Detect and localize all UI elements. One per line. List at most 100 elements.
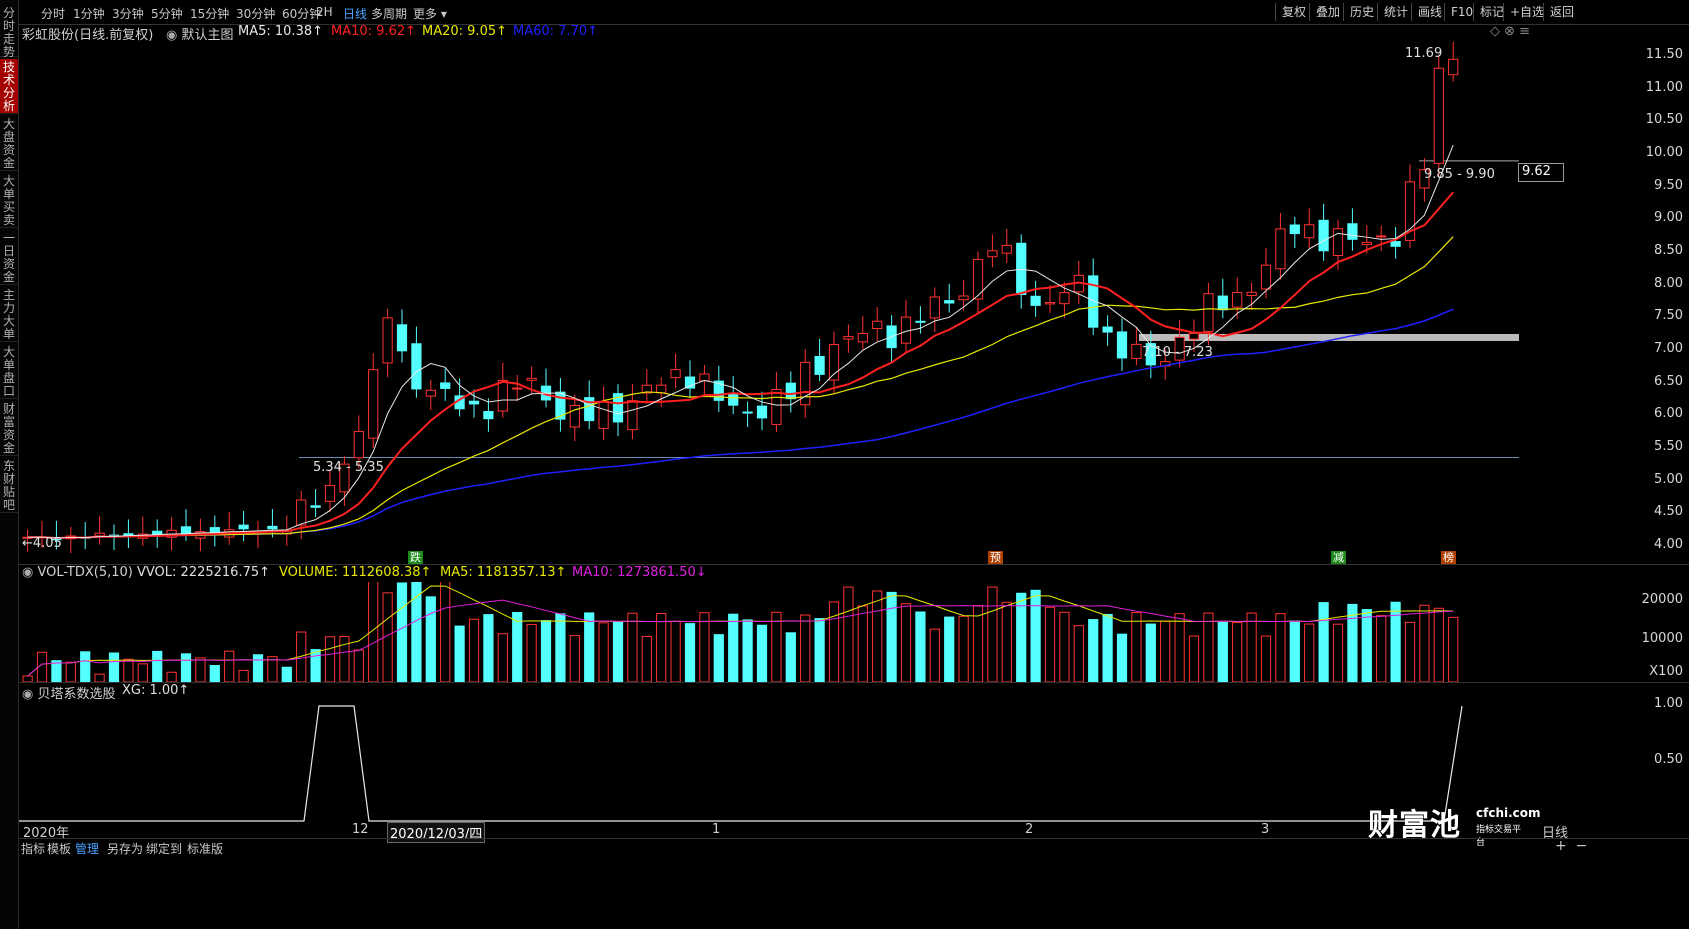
- toolbar-button[interactable]: 返回: [1543, 3, 1580, 21]
- volume-bar: [742, 619, 753, 682]
- price-axis-label: 10.50: [1645, 112, 1683, 128]
- candle: [742, 411, 753, 414]
- candle: [958, 295, 969, 301]
- price-tag: 9.62: [1518, 163, 1564, 182]
- candle: [1131, 343, 1142, 359]
- ma20-label: MA20: 9.05↑: [422, 24, 508, 39]
- volume-bar: [80, 651, 91, 682]
- side-tab[interactable]: 主力大单: [0, 287, 18, 342]
- toolbar-button[interactable]: 统计: [1377, 3, 1414, 21]
- signal-marker[interactable]: 榜: [1441, 551, 1456, 564]
- date-label: 3: [1261, 822, 1270, 837]
- side-tab[interactable]: 大盘资金: [0, 116, 18, 171]
- side-tab[interactable]: 东财贴吧: [0, 458, 18, 513]
- toolbar-button[interactable]: +自选: [1503, 3, 1550, 21]
- xg-signal-line: [19, 705, 1463, 822]
- date-label: 2: [1025, 822, 1034, 837]
- period-tab[interactable]: 5分钟: [151, 7, 183, 21]
- candle: [756, 405, 768, 419]
- volume-bar: [627, 612, 638, 682]
- volume-bar: [814, 618, 825, 682]
- period-tab[interactable]: 分时: [41, 7, 66, 21]
- volume-bar: [1289, 620, 1300, 682]
- toolbar-button[interactable]: 叠加: [1309, 3, 1346, 21]
- zoom-controls[interactable]: + −: [1555, 838, 1588, 854]
- volume-chart[interactable]: [19, 582, 1519, 682]
- side-tab[interactable]: 一日资金: [0, 230, 18, 285]
- volume-bar: [411, 582, 422, 682]
- period-tab[interactable]: 3分钟: [112, 7, 144, 21]
- watermark-site: cfchi.com: [1476, 806, 1541, 820]
- candle: [1448, 58, 1459, 76]
- period-tab[interactable]: 2H: [316, 5, 333, 19]
- candle: [828, 344, 840, 381]
- period-tab[interactable]: 30分钟: [236, 7, 276, 21]
- toolbar-button[interactable]: 标记: [1473, 3, 1510, 21]
- volume-bar: [267, 656, 278, 682]
- candle: [1404, 181, 1416, 241]
- indicator-chart[interactable]: [19, 700, 1519, 822]
- date-label: 2020年: [23, 826, 70, 841]
- period-tab[interactable]: 1分钟: [73, 7, 105, 21]
- candle: [1332, 228, 1344, 257]
- candle: [526, 377, 537, 381]
- side-tab[interactable]: 分时走势: [0, 5, 18, 59]
- toolbar-button[interactable]: 画线: [1411, 3, 1448, 21]
- chart-tool-icons[interactable]: ◇ ⊗ ≡: [1490, 24, 1531, 39]
- period-tab[interactable]: 日线: [343, 7, 368, 21]
- volume-bar: [339, 636, 350, 682]
- vol-indicator-name[interactable]: ◉ VOL-TDX(5,10): [22, 565, 133, 580]
- candle: [1246, 291, 1257, 296]
- candle: [1059, 292, 1070, 305]
- period-tab[interactable]: 60分钟: [282, 7, 322, 21]
- bottom-tab[interactable]: 管理: [75, 842, 100, 856]
- side-tab[interactable]: 大单买卖: [0, 173, 18, 228]
- volume-bar: [368, 582, 379, 682]
- price-axis-label: 7.00: [1654, 341, 1683, 356]
- volume-bar: [584, 612, 595, 682]
- template-select[interactable]: ◉ 默认主图: [166, 24, 234, 43]
- indicator-name[interactable]: ◉ 贝塔系数选股: [22, 687, 116, 702]
- toolbar-button[interactable]: 历史: [1343, 3, 1380, 21]
- candlestick-chart[interactable]: [19, 40, 1519, 565]
- volume-bar: [1001, 601, 1012, 682]
- ma60-line: [27, 308, 1454, 539]
- bottom-tab[interactable]: 指标: [21, 842, 46, 856]
- period-tab[interactable]: 15分钟: [190, 7, 230, 21]
- volume-bar: [36, 651, 48, 682]
- volume-bar: [209, 665, 220, 682]
- signal-marker[interactable]: 预: [988, 551, 1003, 564]
- candle: [1116, 331, 1128, 359]
- side-tab[interactable]: 技术分析: [0, 59, 18, 114]
- bottom-tab[interactable]: 标准版: [187, 842, 224, 856]
- candle: [1044, 302, 1056, 305]
- bottom-tab[interactable]: 绑定到: [146, 842, 183, 856]
- volume-bar: [396, 582, 408, 682]
- volume-bar: [684, 623, 696, 682]
- period-tab[interactable]: 更多 ▾: [413, 7, 447, 21]
- volume-bar: [958, 615, 969, 682]
- candle: [353, 431, 364, 459]
- toolbar-button[interactable]: F10: [1444, 3, 1479, 21]
- signal-marker[interactable]: 减: [1331, 551, 1346, 564]
- candle: [411, 343, 422, 390]
- price-axis-label: 11.00: [1645, 79, 1683, 95]
- volume-bar: [1131, 612, 1142, 682]
- bottom-tab[interactable]: 模板: [47, 842, 72, 856]
- price-axis-label: 7.50: [1654, 308, 1683, 324]
- candle: [1275, 228, 1286, 270]
- price-axis-label: 9.00: [1654, 210, 1683, 226]
- side-tab[interactable]: 大单盘口: [0, 344, 18, 399]
- vol-axis-label: 20000: [1641, 592, 1683, 607]
- side-tab[interactable]: 财富资金: [0, 401, 18, 456]
- bottom-tab[interactable]: 另存为: [107, 842, 144, 856]
- volume-bar: [728, 613, 739, 682]
- candle: [1289, 224, 1300, 235]
- high-price-label: 11.69: [1405, 46, 1443, 61]
- volume-bar: [886, 591, 897, 682]
- signal-marker[interactable]: 跌: [408, 551, 423, 564]
- period-tab[interactable]: 多周期: [371, 7, 408, 21]
- toolbar-button[interactable]: 复权: [1275, 3, 1312, 21]
- volume-bar: [1361, 609, 1372, 682]
- volume-bar: [180, 653, 192, 682]
